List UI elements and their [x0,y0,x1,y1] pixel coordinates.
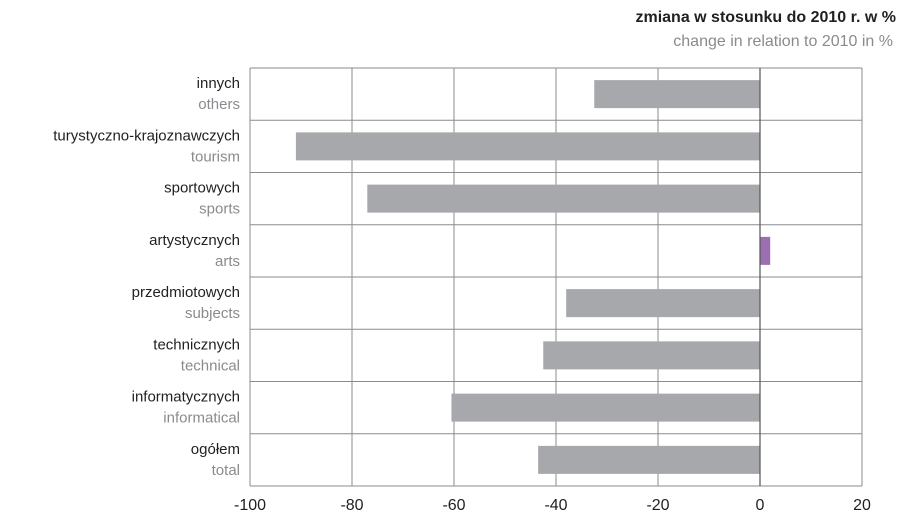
x-tick-label: -20 [646,497,669,514]
y-tick-label: ogółem [191,441,240,458]
x-tick-label: 20 [853,497,871,514]
y-tick-label-en: tourism [191,148,240,165]
x-tick-label: -60 [442,497,465,514]
y-tick-label-en: arts [215,253,240,270]
y-tick-label: sportowych [164,180,240,197]
chart-subtitle: change in relation to 2010 in % [673,33,893,50]
bar [566,289,760,318]
y-tick-label: technicznych [153,336,240,353]
y-tick-label-en: sports [199,201,240,218]
y-tick-label: turystyczno-krajoznawczych [53,127,240,144]
y-tick-label-en: others [198,96,240,113]
bar [295,132,760,161]
y-tick-label-en: subjects [185,305,240,322]
y-tick-label: przedmiotowych [132,284,240,301]
y-tick-label: informatycznych [132,389,240,406]
x-tick-label: -100 [234,497,266,514]
y-tick-label-en: total [212,462,240,479]
y-tick-label-en: informatical [163,410,240,427]
bar [451,393,760,422]
y-tick-label-en: technical [181,357,240,374]
x-tick-label: -40 [544,497,567,514]
y-tick-label: artystycznych [149,232,240,249]
y-tick-label: innych [197,75,240,92]
x-tick-label: 0 [756,497,765,514]
bar [367,184,760,213]
bar [538,445,760,474]
chart-title: zmiana w stosunku do 2010 r. w % [635,9,896,26]
bar [760,236,771,265]
bar [594,80,760,109]
x-tick-label: -80 [340,497,363,514]
bar [543,341,760,370]
